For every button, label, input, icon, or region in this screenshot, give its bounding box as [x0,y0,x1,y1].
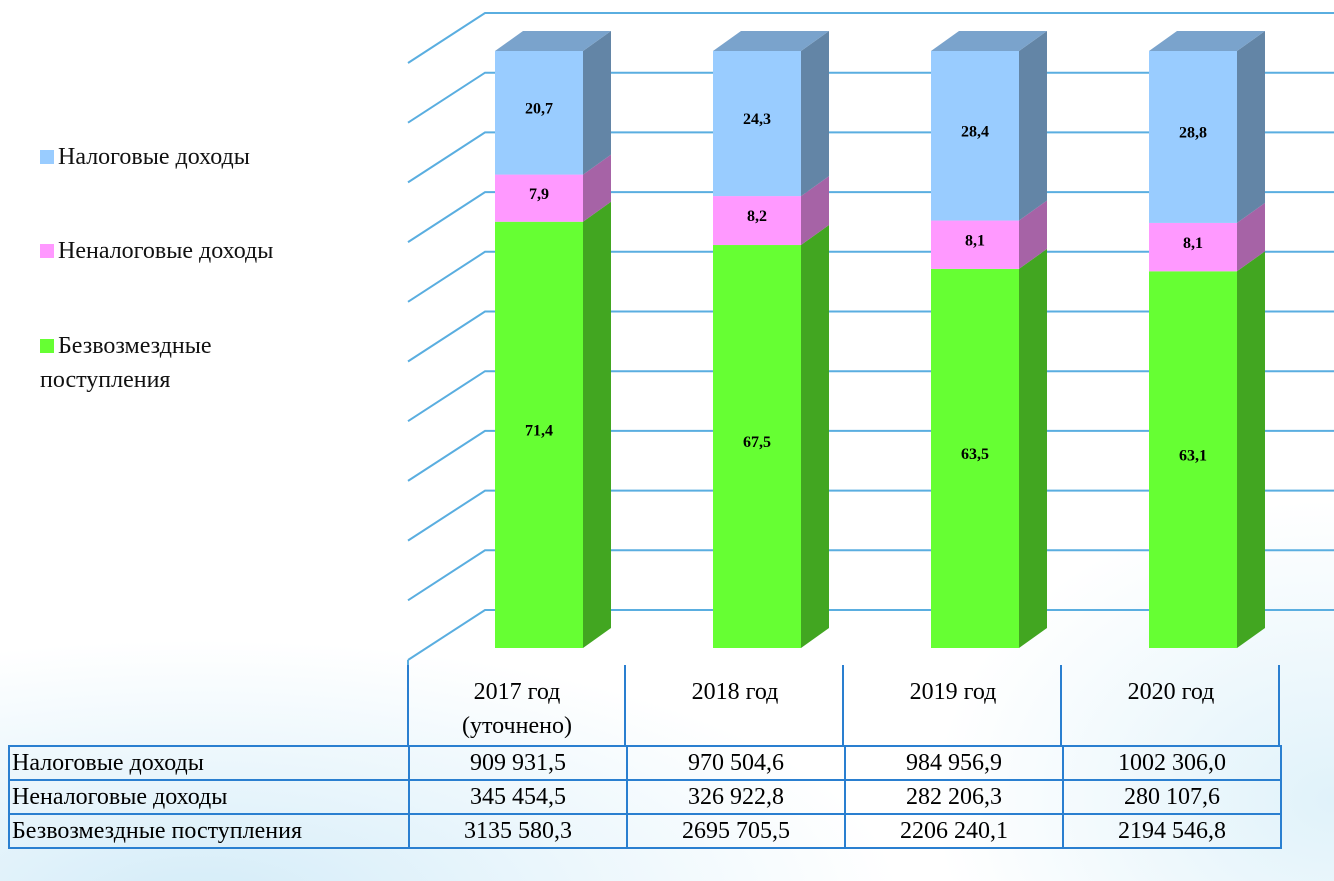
table-line [1278,665,1280,745]
table-cell: Налоговые доходы [8,745,410,781]
table-cell: 282 206,3 [844,779,1064,815]
grid-line [407,250,1334,303]
bar-side [1237,202,1265,272]
data-label: 7,9 [529,186,549,203]
table-cell: 345 454,5 [408,779,628,815]
data-label: 20,7 [525,100,553,117]
table-cell: 280 107,6 [1062,779,1282,815]
data-label: 71,4 [525,423,553,440]
legend-label: Неналоговые доходы [58,238,274,264]
grid-line [407,549,1334,602]
table-cell: 1002 306,0 [1062,745,1282,781]
bar [713,245,801,648]
data-label: 63,5 [961,446,989,463]
column-header: 2017 год (уточнено) [462,679,572,739]
column-header: 2019 год [909,679,997,705]
bar [713,51,801,197]
bar-top [1149,31,1265,51]
bar-side [1237,251,1265,648]
bar-side [801,31,829,197]
bar [931,51,1019,221]
table-cell: 909 931,5 [408,745,628,781]
data-label: 28,8 [1179,125,1207,142]
table-cell: 2695 705,5 [626,813,846,849]
bar-side [1019,31,1047,221]
grid-line [407,131,1334,184]
table-line [1060,665,1062,745]
data-label: 67,5 [743,434,771,451]
legend-entry: Безвозмездные поступления [40,329,340,397]
table-line [624,665,626,745]
legend-swatch [40,150,54,164]
grid-line [407,429,1334,482]
table-cell: 2206 240,1 [844,813,1064,849]
table-cell: 2194 546,8 [1062,813,1282,849]
bar-side [801,176,829,246]
grid-line [407,310,1334,363]
table-line [842,665,844,745]
table-cell: 326 922,8 [626,779,846,815]
table-cell: 970 504,6 [626,745,846,781]
bar-side [1237,31,1265,223]
legend-entry: Налоговые доходы [40,140,340,174]
grid-line [407,609,1334,661]
legend-label: Безвозмездные поступления [40,333,212,393]
bar-side [801,225,829,648]
bar [931,268,1019,648]
bar-top [495,31,611,51]
bar [495,51,583,175]
bar-side [583,31,611,175]
table-cell: Неналоговые доходы [8,779,410,815]
bar-side [583,154,611,222]
bar [713,196,801,246]
grid-line [407,191,1334,243]
bar [1149,222,1237,272]
bar [931,220,1019,269]
bar-side [1019,248,1047,648]
grid-line [407,71,1334,124]
table-cell: 3135 580,3 [408,813,628,849]
legend-swatch [40,244,54,258]
column-header: 2018 год [691,679,779,705]
grid-line [407,12,1334,64]
bar-top [931,31,1047,51]
grid-line [407,370,1334,423]
table-cell: 984 956,9 [844,745,1064,781]
bar-side [583,201,611,648]
bar-side [1019,200,1047,269]
bar [495,174,583,222]
bar [1149,271,1237,648]
table-row: Налоговые доходы 909 931,5 970 504,6 984 95… [8,745,1282,781]
legend-label: Налоговые доходы [58,144,250,170]
grid-line [407,489,1334,542]
data-label: 63,1 [1179,447,1207,464]
data-label: 28,4 [961,123,989,140]
table-row: Безвозмездные поступления 3135 580,3 2695 … [8,813,1282,849]
data-label: 8,2 [747,208,767,225]
column-header: 2020 год [1127,679,1215,705]
data-label: 8,1 [1183,235,1203,252]
table: Налоговые доходы 909 931,5 970 504,6 984 95… [8,745,1282,849]
legend-entry: Неналоговые доходы [40,234,340,268]
bar-top [713,31,829,51]
bar [1149,51,1237,223]
bar [495,221,583,648]
table-cell: Безвозмездные поступления [8,813,410,849]
table-line [407,665,409,745]
legend-swatch [40,339,54,353]
data-label: 24,3 [743,111,771,128]
table-row: Неналоговые доходы 345 454,5 326 922,8 282 … [8,779,1282,815]
data-label: 8,1 [965,232,985,249]
